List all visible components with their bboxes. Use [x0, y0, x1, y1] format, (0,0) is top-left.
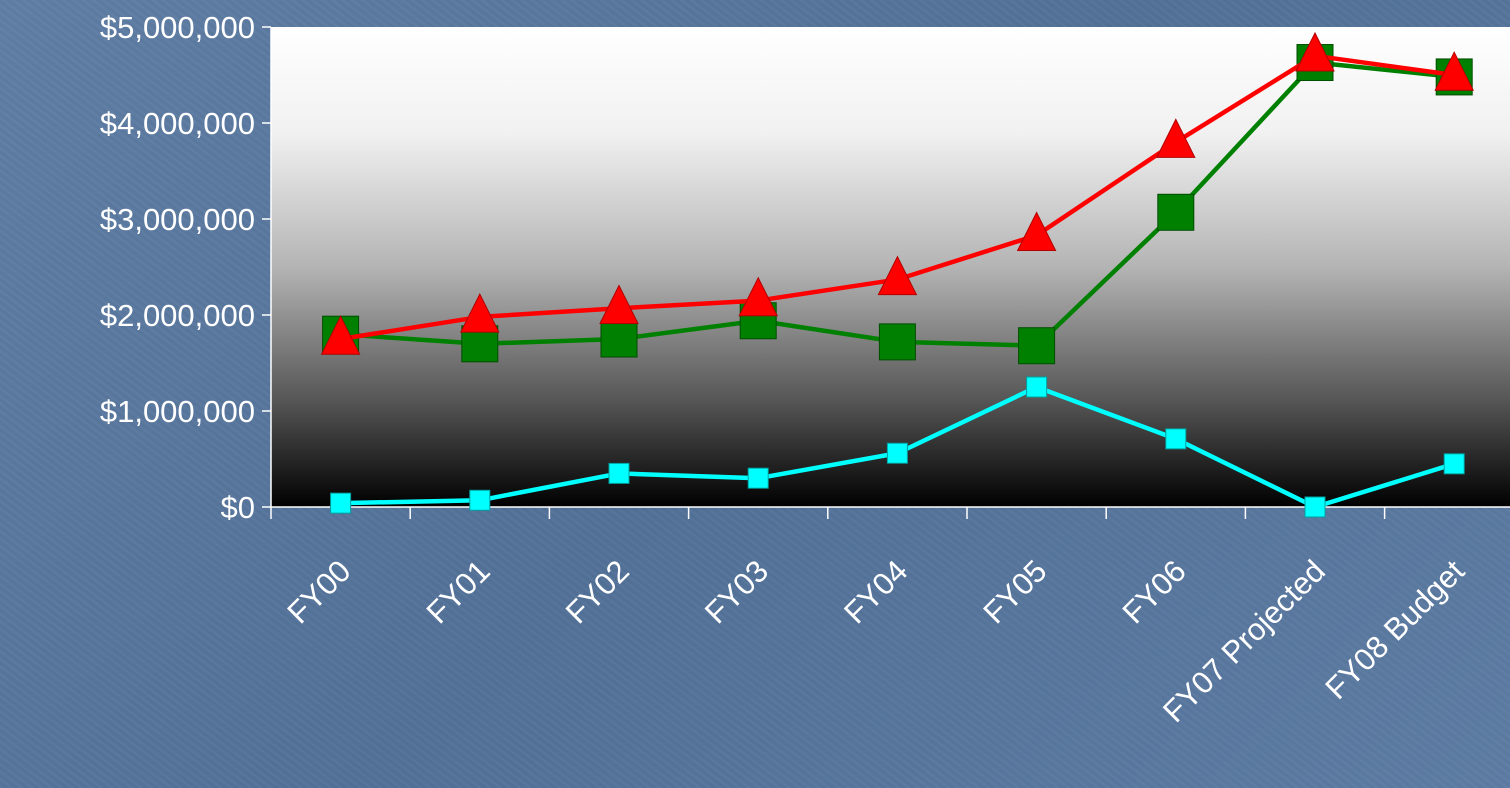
x-tick-label: FY05 [976, 553, 1053, 630]
data-point [1157, 193, 1195, 231]
y-tick-label: $5,000,000 [100, 10, 255, 45]
x-tick-label: FY00 [280, 553, 357, 630]
data-point [469, 489, 491, 511]
x-tick-label: FY03 [698, 553, 775, 630]
data-point [886, 442, 908, 464]
x-tick-label: FY06 [1116, 553, 1193, 630]
data-point [1018, 327, 1056, 365]
y-tick-label: $1,000,000 [100, 394, 255, 429]
data-point [1295, 31, 1335, 72]
x-tick-label: FY02 [559, 553, 636, 630]
plot-area [271, 27, 1510, 507]
series-2 [330, 376, 1465, 518]
data-point [1304, 496, 1326, 518]
data-point [320, 315, 361, 355]
data-point [600, 320, 638, 358]
data-point [599, 284, 639, 324]
data-point [1155, 118, 1196, 158]
x-tick-label: FY01 [420, 553, 497, 630]
data-point [1016, 211, 1057, 252]
y-tick-label: $2,000,000 [100, 298, 255, 333]
data-point [608, 462, 630, 484]
data-point [877, 255, 918, 296]
series-layer [320, 31, 1475, 518]
data-point [1443, 453, 1465, 475]
data-point [747, 467, 769, 489]
y-tick-label: $3,000,000 [100, 202, 255, 237]
data-point [1434, 51, 1475, 91]
y-tick-label: $4,000,000 [100, 106, 255, 141]
data-point [330, 492, 352, 514]
data-point [878, 323, 916, 361]
data-point [738, 276, 779, 317]
x-tick-label: FY08 Budget [1318, 553, 1471, 706]
data-point [459, 293, 500, 333]
data-point [1165, 428, 1187, 450]
y-tick-label: $0 [221, 490, 255, 525]
series-0 [320, 31, 1475, 355]
x-tick-label: FY04 [837, 553, 914, 630]
data-point [1026, 376, 1048, 398]
